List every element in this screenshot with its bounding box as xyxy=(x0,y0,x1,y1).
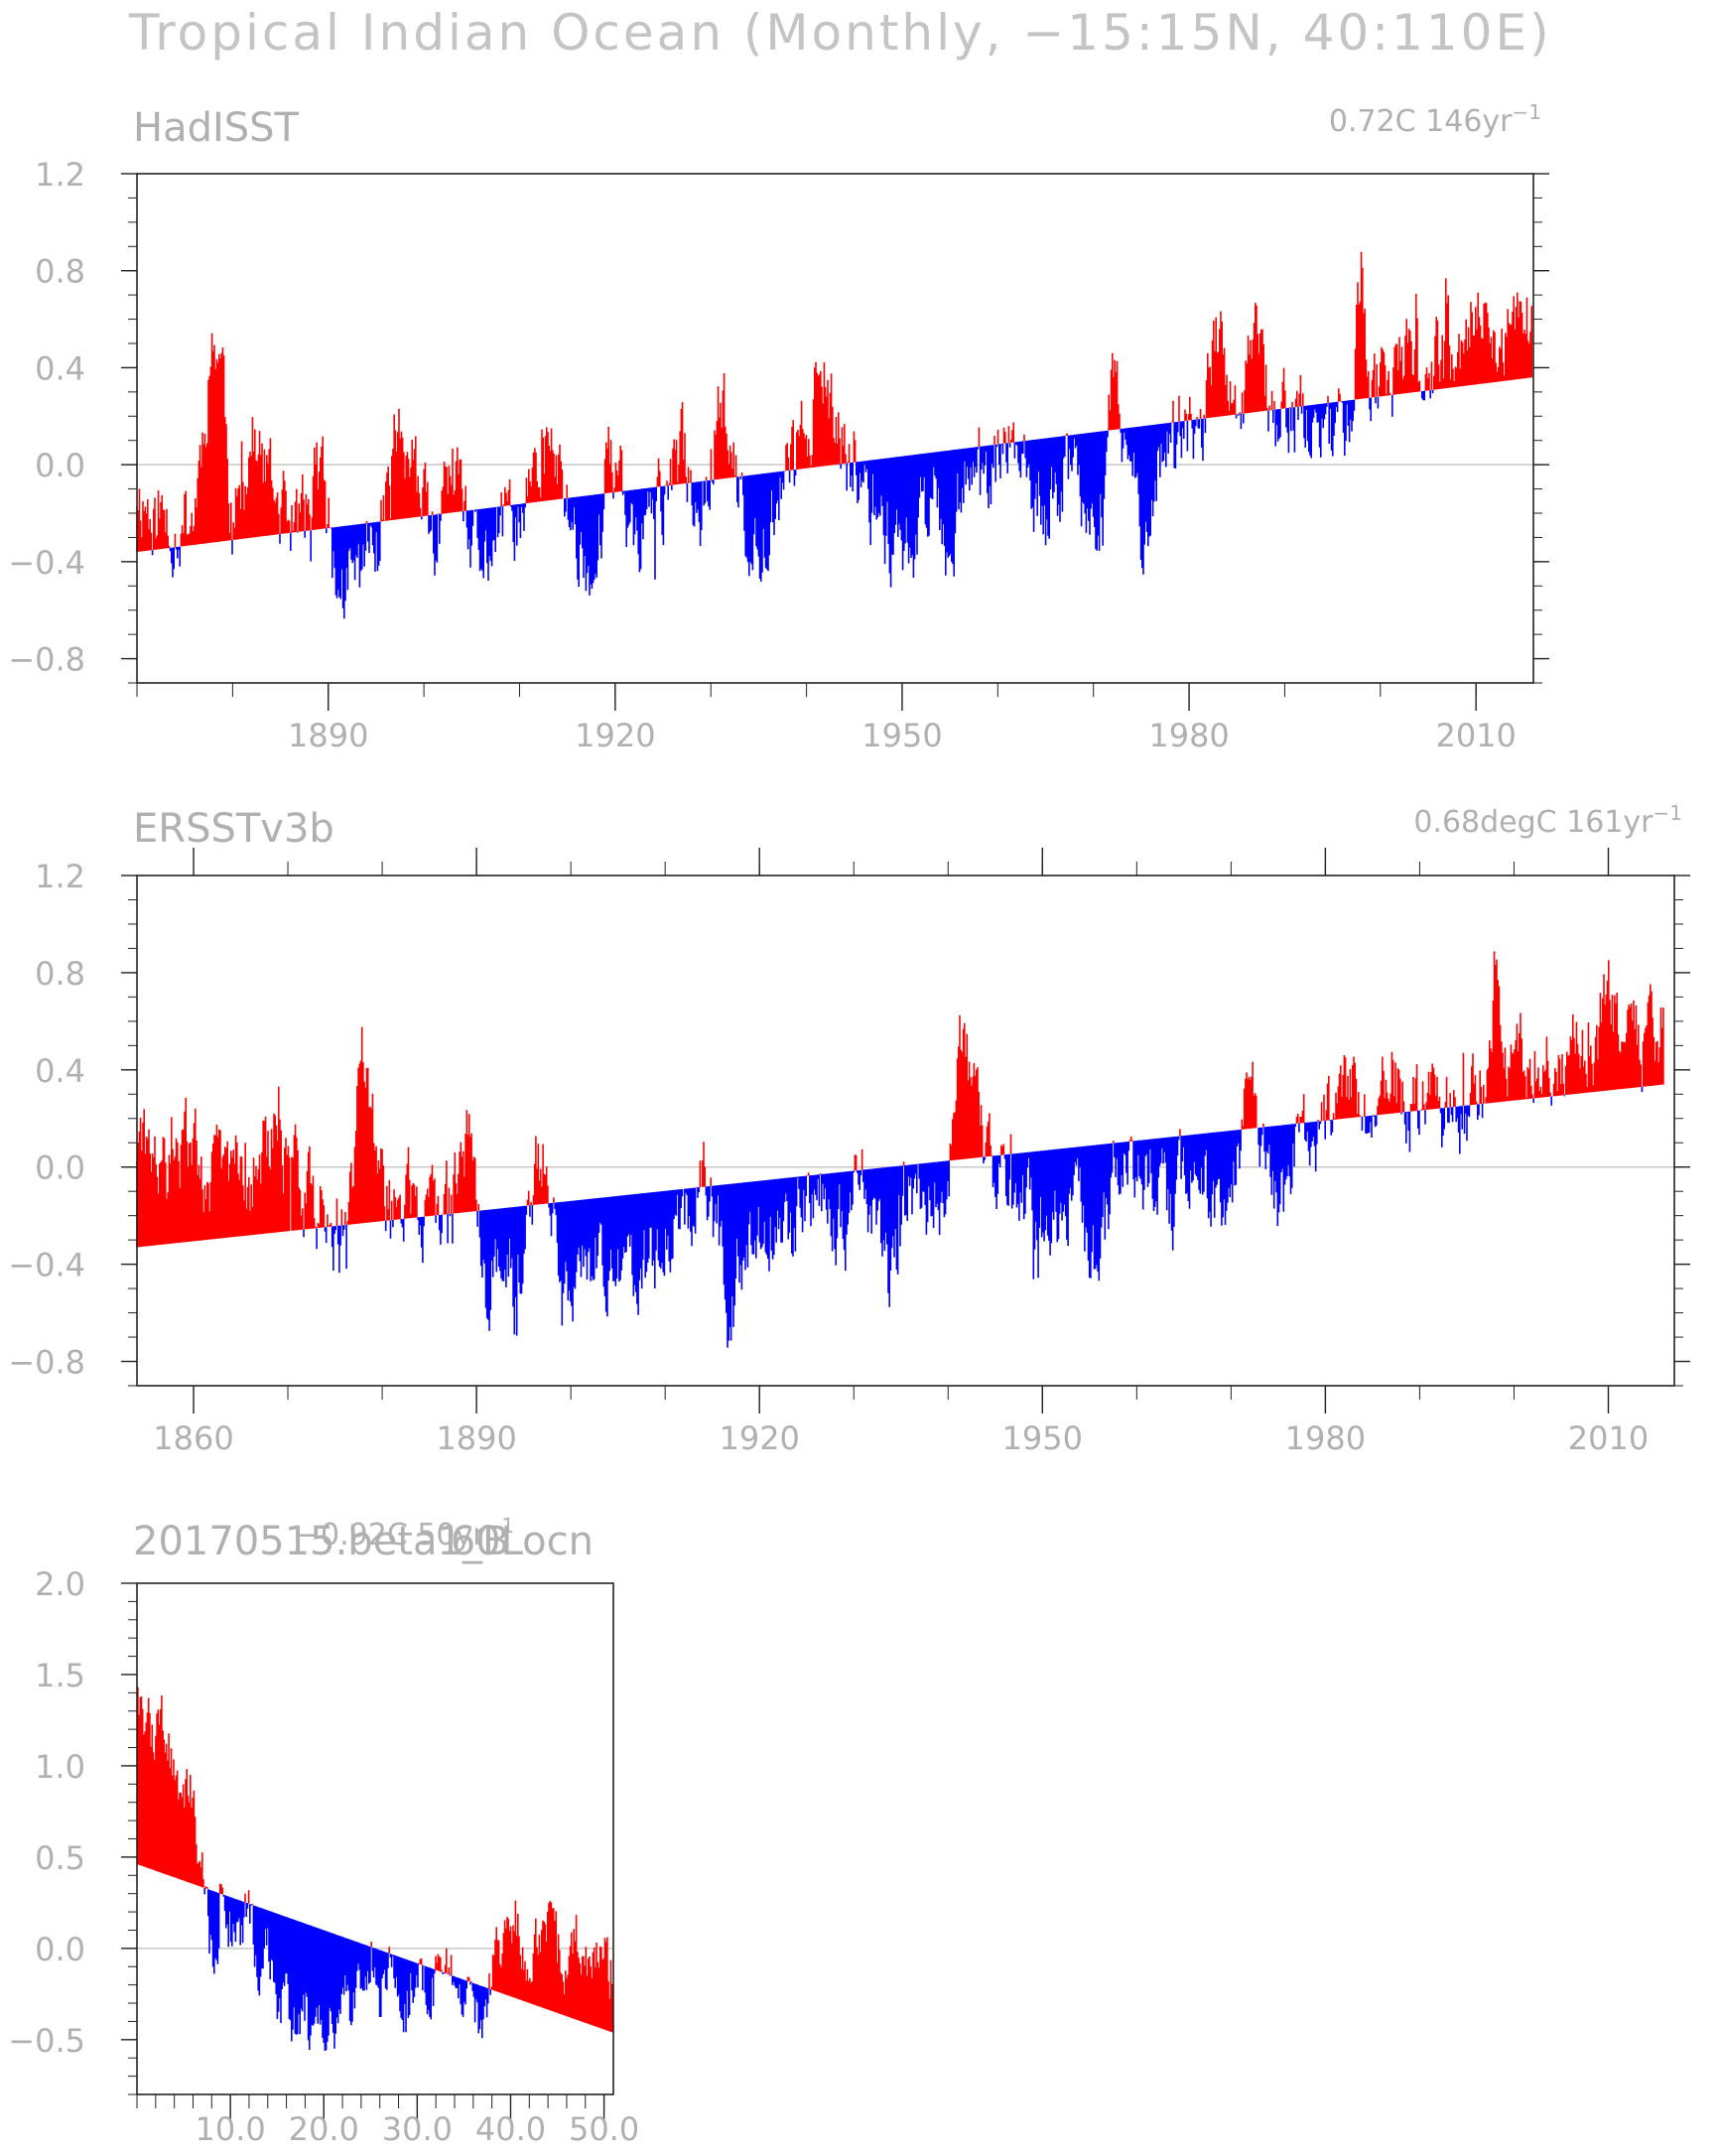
x-tick-label: 1920 xyxy=(719,1419,799,1457)
y-tick-label: −0.4 xyxy=(8,1247,85,1284)
trend-label: −0.92C 50yr−1 xyxy=(296,1514,514,1552)
x-tick-label: 1890 xyxy=(288,717,368,754)
series-below-trend xyxy=(151,389,1434,619)
y-tick-label: 0.8 xyxy=(35,955,85,993)
x-tick-label: 40.0 xyxy=(475,2110,546,2148)
panel-title: 20170515.beta1_B xyxy=(133,1519,509,1564)
y-tick-label: 2.0 xyxy=(35,1565,85,1603)
panel-hadisst: HadISST 0.72C 146yr−1 −0.8 −0.4 0.0 0.4 0.8 1.2… xyxy=(8,100,1549,754)
x-tick-label: 1980 xyxy=(1285,1419,1366,1457)
x-tick-label: 1950 xyxy=(861,717,942,754)
x-tick-label: 2010 xyxy=(1568,1419,1649,1457)
y-tick-label: −0.5 xyxy=(8,2022,85,2060)
plot-frame xyxy=(136,173,1534,684)
trend-label-superscript: −1 xyxy=(1513,100,1541,124)
series-below-trend xyxy=(303,1086,1644,1348)
y-tick-label: −0.8 xyxy=(8,641,85,679)
x-tick-label: 1860 xyxy=(153,1419,233,1457)
y-tick-label: 1.2 xyxy=(35,156,85,194)
x-tick-label: 30.0 xyxy=(382,2110,453,2148)
y-tick-label: 1.5 xyxy=(35,1657,85,1694)
panel-ersst: ERSSTv3b 0.68degC 161yr−1 −0.8 −0.4 0.0 0.4 0.… xyxy=(8,801,1690,1457)
panel-title-overlay: 60Locn xyxy=(451,1519,594,1564)
y-tick-label: 0.5 xyxy=(35,1839,85,1877)
y-tick-label: 1.2 xyxy=(35,858,85,895)
x-tick-label: 1890 xyxy=(436,1419,516,1457)
plot-frame xyxy=(136,875,1675,1387)
x-tick-label: 10.0 xyxy=(195,2110,265,2148)
y-tick-label: −0.4 xyxy=(8,544,85,582)
y-tick-label: 1.0 xyxy=(35,1748,85,1786)
y-tick-label: 0.4 xyxy=(35,1052,85,1090)
panel-title: HadISST xyxy=(133,105,300,151)
x-tick-label: 50.0 xyxy=(569,2110,639,2148)
x-tick-label: 1950 xyxy=(1002,1419,1083,1457)
x-tick-label: 1920 xyxy=(575,717,655,754)
x-tick-label: 2010 xyxy=(1435,717,1516,754)
series-above-trend xyxy=(136,251,1532,553)
y-tick-label: 0.0 xyxy=(35,447,85,484)
figure-title: Tropical Indian Ocean (Monthly, −15:15N,… xyxy=(129,4,1552,62)
trend-label: 0.72C 146yr−1 xyxy=(1329,100,1541,139)
y-tick-label: 0.4 xyxy=(35,349,85,387)
trend-label-superscript: −1 xyxy=(485,1514,514,1538)
trend-label: 0.68degC 161yr−1 xyxy=(1413,801,1682,840)
series-below-trend xyxy=(203,1888,491,2051)
trend-label-superscript: −1 xyxy=(1654,801,1682,825)
y-tick-label: 0.0 xyxy=(35,1149,85,1187)
x-tick-label: 20.0 xyxy=(289,2110,359,2148)
y-tick-label: −0.8 xyxy=(8,1344,85,1382)
y-tick-label: 0.8 xyxy=(35,253,85,291)
y-tick-label: 0.0 xyxy=(35,1931,85,1968)
x-tick-label: 1980 xyxy=(1148,717,1229,754)
plot-frame xyxy=(136,1582,614,2095)
panel-title: ERSSTv3b xyxy=(133,806,334,852)
series-above-trend xyxy=(137,1686,613,2033)
